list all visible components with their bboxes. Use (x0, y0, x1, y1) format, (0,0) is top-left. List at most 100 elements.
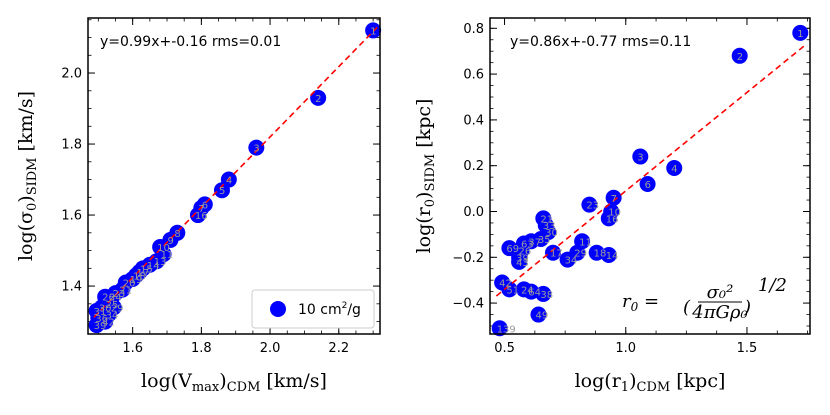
right-y-tick-label: −0.4 (452, 297, 484, 312)
right-point-label: 11 (579, 237, 592, 248)
left-legend: 10 cm2/g (251, 289, 375, 329)
left-point-label: 14 (147, 261, 160, 272)
right-point-label: 16 (606, 214, 619, 225)
formula-power: 1/2 (758, 275, 787, 296)
right-point-label: 1 (797, 29, 803, 40)
left-point-label: 39 (94, 321, 107, 332)
left-point-label: 24 (109, 293, 122, 304)
right-point-label: 43 (516, 258, 529, 269)
left-plot-frame (87, 17, 381, 335)
left-point-label: 2 (315, 94, 321, 105)
right-point-label: 38 (540, 290, 553, 301)
left-point-label: 1 (370, 26, 376, 37)
right-point-label: 17 (550, 249, 563, 260)
left-legend-marker (270, 301, 286, 317)
left-x-tick-label: 1.8 (191, 341, 212, 356)
left-point-label: 17 (137, 268, 150, 279)
right-point-label: 42 (499, 278, 512, 289)
right-point-label: 24 (521, 285, 534, 296)
right-point-label: 51 (506, 285, 519, 296)
left-point-label: 42 (102, 318, 115, 329)
formula-paren-right: ) (743, 297, 751, 318)
right-point-label: 63 (521, 240, 534, 251)
right-point-label: 33 (543, 221, 556, 232)
right-x-axis-title: log(r1)CDM [kpc] (575, 370, 726, 395)
right-data-point (530, 306, 547, 323)
right-point-label: 14 (606, 251, 619, 262)
left-point-label: 13 (154, 257, 167, 268)
left-point-label: 19 (130, 275, 143, 286)
right-data-point (666, 159, 683, 176)
right-x-tick-label: 1.5 (737, 341, 758, 356)
left-data-point (310, 89, 327, 106)
right-y-tick-label: 0.0 (463, 205, 484, 220)
right-data-point (632, 148, 649, 165)
right-data-point (605, 189, 622, 206)
right-point-label: 29 (574, 249, 587, 260)
left-point-label: 3 (253, 144, 259, 155)
right-data-point (501, 281, 518, 298)
right-data-point (792, 24, 809, 41)
left-point-label: 30 (99, 303, 112, 314)
right-y-tick-label: 0.6 (463, 68, 484, 83)
right-point-label: 39 (516, 253, 529, 264)
right-point-label: 10 (608, 207, 621, 218)
left-point-label: 23 (112, 289, 125, 300)
right-data-point (639, 176, 656, 193)
left-data-point (213, 182, 230, 199)
right-panel: 0.5 1.0 1.5−0.4−0.20.00.20.40.60.8 12346710… (413, 17, 811, 395)
left-y-tick-label: 2.0 (61, 67, 82, 82)
right-data-point (731, 47, 748, 64)
right-point-label: 37 (528, 237, 541, 248)
right-point-label: 64 (528, 288, 541, 299)
left-fit-line (93, 26, 378, 318)
right-fit-text: y=0.86x+-0.77 rms=0.11 (510, 34, 691, 50)
left-x-tick-label: 2.2 (328, 341, 349, 356)
left-point-label: 21 (119, 286, 132, 297)
right-y-tick-label: 0.8 (463, 22, 484, 37)
left-panel: 1.6 1.8 2.0 2.21.41.61.82.01234567168910111… (15, 17, 382, 395)
right-formula: r0 = ( σ₀² 4πGρ₀ ) 1/2 (622, 275, 787, 323)
right-data-point (523, 283, 540, 300)
right-y-tick-label: −0.2 (452, 251, 484, 266)
left-legend-box (251, 289, 375, 329)
right-point-label: 69 (506, 244, 519, 255)
formula-lhs: r0 = (622, 291, 659, 314)
right-point-label: 35 (538, 235, 551, 246)
right-data-point (545, 244, 562, 261)
left-y-tick-label: 1.6 (61, 209, 82, 224)
left-point-label: 26 (102, 293, 115, 304)
right-y-axis-title: log(r0)SIDM [kpc] (413, 99, 438, 254)
right-point-label: 26 (519, 246, 532, 257)
left-y-axis-title: log(σ0)SIDM [km/s] (15, 91, 40, 261)
left-x-tick-label: 2.0 (260, 341, 281, 356)
left-legend-label: 10 cm2/g (298, 301, 361, 318)
right-point-label: 2 (737, 52, 743, 63)
left-point-label: 9 (167, 236, 173, 247)
left-point-label: 15 (140, 264, 153, 275)
right-data-point (491, 320, 508, 337)
right-point-label: 3 (637, 153, 643, 164)
right-data-point (535, 285, 552, 302)
left-point-label: 34 (106, 310, 119, 321)
left-y-tick-label: 1.4 (61, 280, 82, 295)
right-point-label: 23 (586, 201, 599, 212)
formula-paren-left: ( (683, 297, 691, 318)
right-point-label: 7 (611, 194, 617, 205)
left-point-label: 11 (161, 250, 174, 261)
right-point-label: 30 (545, 228, 558, 239)
left-x-axis-title: log(Vmax)CDM [km/s] (141, 370, 327, 395)
right-fit-line (495, 43, 808, 297)
right-x-tick-label: 0.5 (494, 341, 515, 356)
right-x-tick-label: 1.0 (615, 341, 636, 356)
left-point-label: 6 (202, 200, 208, 211)
right-point-label: 49 (535, 311, 548, 322)
left-data-point (248, 139, 265, 156)
left-point-label: 7 (198, 204, 204, 215)
left-point-label: 25 (106, 300, 119, 311)
right-point-label: 4 (671, 164, 677, 175)
left-point-label: 10 (157, 243, 170, 254)
left-data-point (97, 313, 114, 330)
right-point-label: 6 (645, 180, 651, 191)
